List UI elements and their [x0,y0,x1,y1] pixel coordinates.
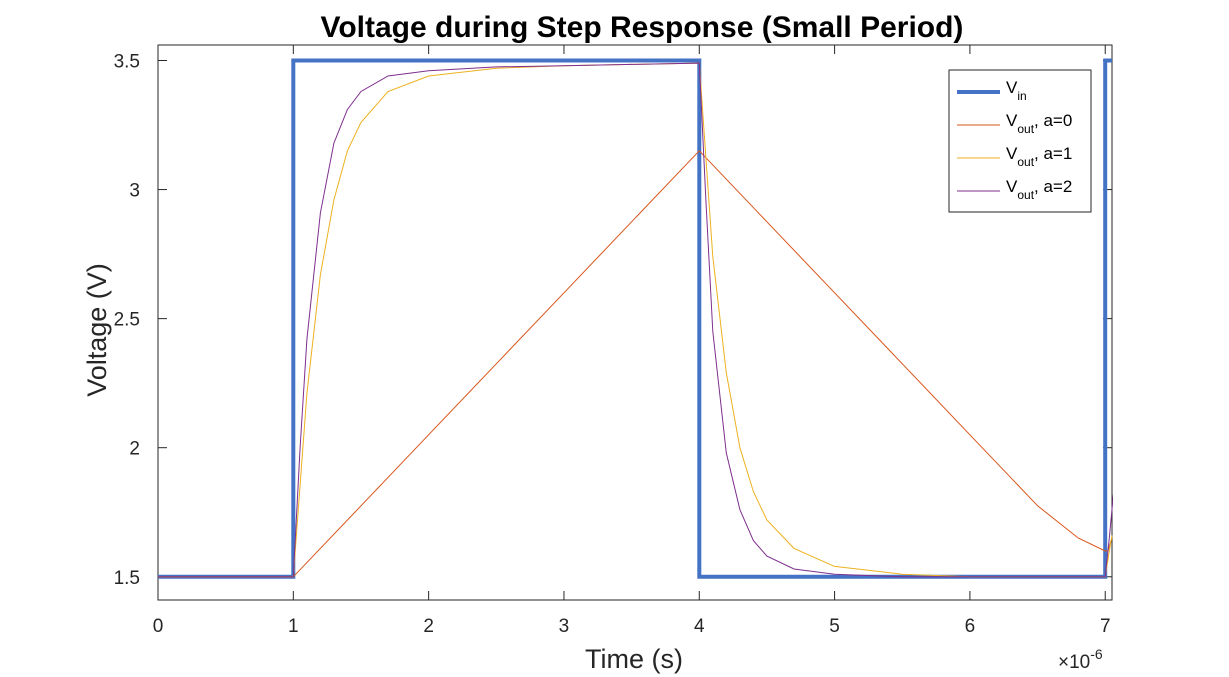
legend-entry-0: Vin [1006,78,1027,103]
x-axis-exponent-base: ×10 [1058,652,1090,673]
y-tick-label: 3.5 [114,51,140,72]
legend-entry-main: V [1006,144,1018,163]
x-tick-label: 2 [423,616,434,637]
legend-entry-param: , a=0 [1034,111,1072,130]
legend-entry-subscript: out [1017,188,1034,202]
x-axis-exponent-power: -6 [1090,646,1103,662]
legend-entry-1: Vout, a=0 [1006,111,1072,136]
y-axis-ticks: 1.5 2 2.5 3 3.5 [114,51,1112,589]
series-line-0 [158,58,1112,579]
legend-entry-main: V [1006,78,1018,97]
y-tick-label: 2.5 [114,310,140,331]
series-line-3 [158,62,1113,578]
legend-entry-subscript: out [1017,155,1034,169]
legend-entry-main: V [1006,177,1018,196]
legend-entry-param: , a=2 [1034,177,1072,196]
y-tick-label: 3 [129,181,140,202]
y-tick-label: 1.5 [114,568,140,589]
legend-entry-3: Vout, a=2 [1006,177,1072,202]
y-tick-label: 2 [129,439,140,460]
legend-entry-subscript: out [1017,122,1034,136]
x-tick-label: 5 [829,616,840,637]
x-axis-exponent: ×10-6 [1058,646,1103,673]
chart-title: Voltage during Step Response (Small Peri… [321,11,964,44]
x-axis-label: Time (s) [585,644,683,674]
series-line-1 [158,150,1113,578]
legend-entry-2: Vout, a=1 [1006,144,1072,169]
series-lines [158,58,1113,579]
y-axis-label: Voltage (V) [82,263,112,397]
x-tick-label: 7 [1100,616,1111,637]
x-axis-ticks: 0 1 2 3 4 5 6 7 [153,45,1111,637]
x-tick-label: 6 [965,616,976,637]
x-tick-label: 1 [288,616,299,637]
legend-entry-main: V [1006,111,1018,130]
x-tick-label: 0 [153,616,164,637]
legend-entry-subscript: in [1017,89,1026,103]
x-tick-label: 4 [694,616,705,637]
legend-entry-param: , a=1 [1034,144,1072,163]
x-tick-label: 3 [559,616,570,637]
